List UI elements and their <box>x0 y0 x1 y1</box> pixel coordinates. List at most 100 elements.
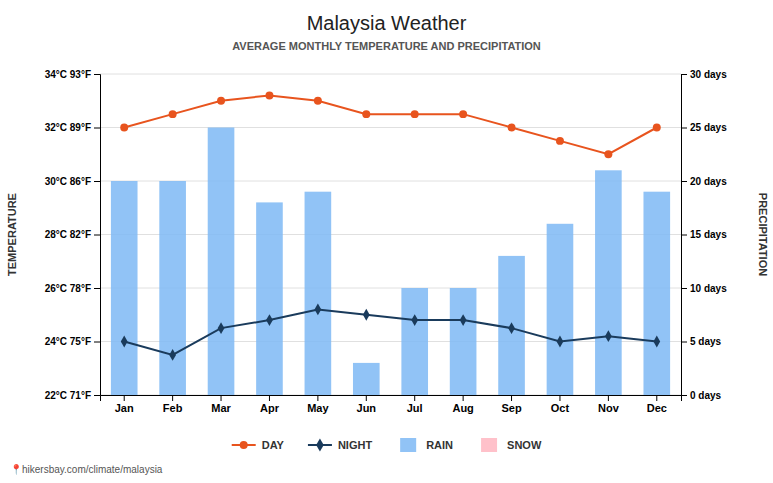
y-tick: 32°C 89°F <box>45 122 100 133</box>
x-tick-label: Feb <box>163 402 183 414</box>
legend-marker <box>240 441 248 449</box>
y2-tick: 5 days <box>681 336 722 347</box>
marker <box>314 97 322 105</box>
line-series <box>121 304 660 361</box>
marker <box>557 336 564 348</box>
line-series <box>120 91 661 158</box>
marker <box>653 336 660 348</box>
x-tick-label: Jan <box>115 402 134 414</box>
x-tick: Nov <box>598 395 620 414</box>
y-tick-label: 32°C 89°F <box>45 122 91 133</box>
bar <box>353 363 380 395</box>
x-tick-mark <box>269 395 270 401</box>
grid-line <box>100 341 681 342</box>
x-tick-mark <box>656 395 657 401</box>
marker <box>120 124 128 132</box>
legend-label: SNOW <box>507 439 542 451</box>
marker <box>411 110 419 118</box>
y-tick-label: 26°C 78°F <box>45 283 91 294</box>
x-tick-label: Apr <box>260 402 280 414</box>
plot: 22°C 71°F 24°C 75°F 26°C 78°F 28°C 82°F 30°C… <box>45 69 727 414</box>
marker <box>169 110 177 118</box>
marker <box>653 124 661 132</box>
x-tick: Jan <box>115 395 134 414</box>
y-tick-mark <box>94 342 100 343</box>
legend-item: RAIN <box>400 438 453 452</box>
y2-tick-label: 10 days <box>690 283 727 294</box>
x-tick: Feb <box>163 395 183 414</box>
x-tick-label: Nov <box>598 402 620 414</box>
legend-label: NIGHT <box>338 439 373 451</box>
y-tick: 34°C 93°F <box>45 69 100 80</box>
y2-axis: 0 days 5 days 10 days 15 days 20 days 25 days… <box>681 69 727 401</box>
x-tick-mark <box>366 395 367 401</box>
x-tick: Oct <box>551 395 570 414</box>
bar <box>401 288 428 395</box>
bar <box>111 181 138 395</box>
x-tick-label: Mar <box>211 402 231 414</box>
y2-tick-label: 15 days <box>690 229 727 240</box>
y2-tick: 0 days <box>681 390 722 401</box>
marker <box>556 137 564 145</box>
y-axis-title: TEMPERATURE <box>6 193 18 276</box>
x-tick-mark <box>559 395 560 401</box>
bar <box>498 256 525 395</box>
line <box>124 95 657 154</box>
marker <box>217 97 225 105</box>
marker <box>604 150 612 158</box>
x-tick-mark <box>463 395 464 401</box>
y2-tick-label: 0 days <box>690 390 722 401</box>
bar <box>159 181 186 395</box>
grid <box>100 74 681 395</box>
y2-tick: 20 days <box>681 176 727 187</box>
x-tick: Apr <box>260 395 280 414</box>
y-tick-mark <box>94 181 100 182</box>
y-tick-mark <box>94 288 100 289</box>
legend-item: DAY <box>232 439 285 451</box>
marks <box>111 91 670 395</box>
y-tick: 24°C 75°F <box>45 336 100 347</box>
y2-tick-mark <box>681 288 687 289</box>
marker <box>363 309 370 321</box>
y-tick: 28°C 82°F <box>45 229 100 240</box>
marker <box>508 322 515 334</box>
y2-tick-mark <box>681 342 687 343</box>
y-tick-label: 28°C 82°F <box>45 229 91 240</box>
y2-tick: 10 days <box>681 283 727 294</box>
x-tick-label: Aug <box>452 402 473 414</box>
y2-tick-label: 20 days <box>690 176 727 187</box>
x-tick-mark <box>124 395 125 401</box>
bar <box>547 224 574 395</box>
y-tick: 30°C 86°F <box>45 176 100 187</box>
bar <box>450 288 477 395</box>
y2-tick-mark <box>681 235 687 236</box>
y2-tick: 25 days <box>681 122 727 133</box>
y2-tick-mark <box>681 181 687 182</box>
marker <box>605 330 612 342</box>
marker <box>266 314 273 326</box>
grid-line <box>100 234 681 235</box>
bar-series <box>111 128 670 396</box>
y-tick-mark <box>94 128 100 129</box>
marker <box>411 314 418 326</box>
legend-label: DAY <box>262 439 285 451</box>
legend-swatch <box>400 438 416 452</box>
x-tick-label: Jul <box>407 402 423 414</box>
y2-tick-mark <box>681 74 687 75</box>
x-tick-mark <box>608 395 609 401</box>
x-tick-label: Dec <box>647 402 667 414</box>
y2-tick: 30 days <box>681 69 727 80</box>
x-tick: May <box>307 395 329 414</box>
x-tick: Dec <box>647 395 667 414</box>
subtitle: AVERAGE MONTHLY TEMPERATURE AND PRECIPIT… <box>232 40 541 52</box>
x-tick: Aug <box>452 395 473 414</box>
y-tick-label: 24°C 75°F <box>45 336 91 347</box>
x-tick-label: Oct <box>551 402 570 414</box>
marker <box>121 336 128 348</box>
legend-swatch <box>481 438 497 452</box>
y-tick: 22°C 71°F <box>45 390 100 401</box>
marker <box>314 304 321 316</box>
line <box>124 309 657 354</box>
bar <box>595 170 622 395</box>
y2-tick-label: 30 days <box>690 69 727 80</box>
